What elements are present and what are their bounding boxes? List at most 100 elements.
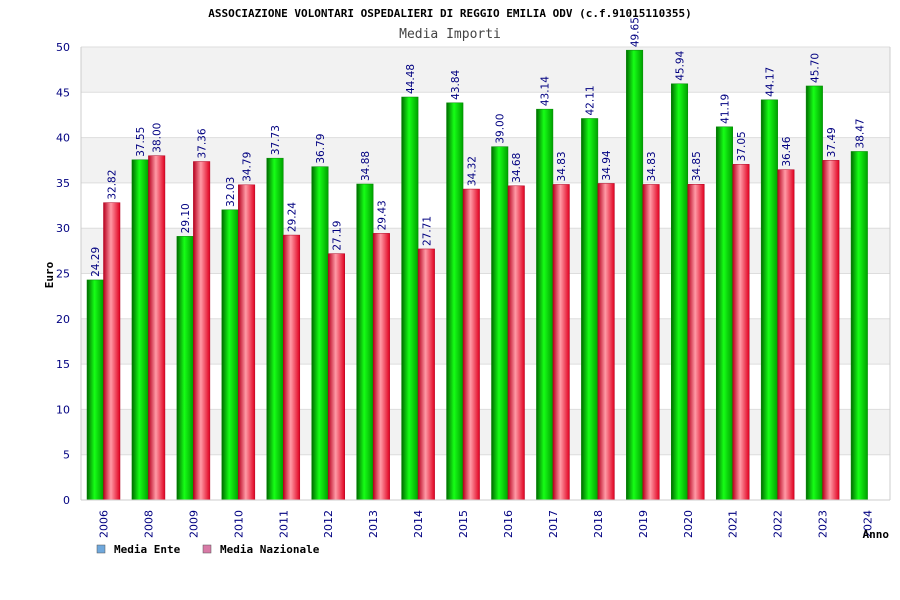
bar-media-ente [356,183,374,501]
bar-media-nazionale [283,234,301,501]
x-tick-label: 2018 [592,510,605,538]
bar-value-label: 34.94 [601,150,613,180]
bar-media-nazionale [238,184,256,501]
bar-media-ente [221,209,239,501]
bar-value-label: 27.19 [331,221,343,251]
x-axis-label: Anno [863,528,890,541]
bar-media-nazionale [552,184,570,501]
bar-media-nazionale [103,202,121,501]
y-tick-label: 35 [56,177,70,190]
bar-value-label: 44.48 [405,64,417,94]
bar-media-ente [581,118,599,501]
bar-value-label: 49.65 [630,17,642,47]
bar-media-ente [536,108,554,501]
plot-band [81,137,890,183]
bar-value-label: 27.71 [421,216,433,246]
plot-band [81,228,890,274]
bar-media-ente [760,99,778,501]
bars-group [86,49,868,501]
bar-value-label: 45.94 [675,50,687,80]
plot-band [81,182,890,229]
bar-media-ente [311,166,329,501]
x-tick-label: 2013 [367,510,380,538]
bar-media-ente [176,236,194,501]
x-tick-label: 2022 [772,510,785,538]
bar-value-label: 34.68 [511,153,523,183]
x-tick-label: 2006 [97,510,110,538]
plot-band [81,454,890,500]
x-tick-label: 2011 [277,510,290,538]
x-tick-label: 2012 [322,510,335,538]
x-tick-label: 2016 [502,510,515,538]
bar-value-label: 36.46 [781,136,793,166]
bar-value-label: 44.17 [764,67,776,97]
bar-media-ente [805,85,823,501]
bar-media-nazionale [732,164,750,501]
plot-band [81,47,890,93]
y-tick-label: 5 [63,449,70,462]
bar-value-label: 37.49 [826,127,838,157]
y-tick-label: 50 [56,41,70,54]
y-tick-label: 20 [56,313,70,326]
bar-value-label: 32.03 [225,177,237,207]
x-tick-label: 2015 [457,510,470,538]
bar-media-ente [446,102,464,501]
bar-media-nazionale [372,233,390,501]
y-axis: 0 5 10 15 20 25 30 35 40 45 50 [56,41,891,507]
plot-band [81,273,890,319]
bar-labels-group: 24.29 32.82 37.55 38.00 29.10 37.36 32.03 34.79… [90,17,866,277]
bar-value-label: 34.85 [691,151,703,181]
bar-value-label: 37.55 [135,127,147,157]
plot-band [81,318,890,365]
bar-value-label: 38.47 [854,118,866,148]
chart-subtitle: Media Importi [399,27,501,42]
bar-value-label: 38.00 [152,123,164,153]
bar-media-nazionale [687,184,705,501]
plot-background-bands [81,47,890,500]
bar-value-label: 37.36 [197,128,209,158]
y-tick-label: 45 [56,86,70,99]
plot-band [81,92,890,138]
bar-media-nazionale [193,161,211,501]
bar-value-label: 37.05 [736,131,748,161]
bar-value-label: 41.19 [719,94,731,124]
bar-media-ente [86,279,104,501]
bar-media-ente [850,151,868,501]
y-tick-label: 40 [56,132,70,145]
legend-label-media-ente: Media Ente [114,543,181,556]
bar-value-label: 42.11 [585,85,597,115]
y-tick-label: 0 [63,494,70,507]
bar-value-label: 34.79 [242,152,254,182]
bar-media-nazionale [777,169,795,501]
bar-value-label: 34.32 [466,156,478,186]
x-tick-label: 2019 [637,510,650,538]
x-tick-label: 2023 [817,510,830,538]
bar-media-nazionale [507,185,525,501]
y-tick-label: 30 [56,222,70,235]
bar-value-label: 29.10 [180,203,192,233]
bar-media-nazionale [822,160,840,501]
bar-media-ente [491,146,509,501]
x-tick-label: 2020 [682,510,695,538]
bar-media-nazionale [642,184,660,501]
bar-value-label: 24.29 [90,247,102,277]
bar-media-nazionale [462,188,480,501]
y-tick-label: 15 [56,358,70,371]
bar-value-label: 34.88 [360,151,372,181]
bar-media-ente [401,96,419,501]
y-tick-label: 25 [56,268,70,281]
bar-value-label: 29.24 [287,202,299,232]
bar-value-label: 34.83 [556,151,568,181]
x-tick-label: 2010 [232,510,245,538]
bar-value-label: 43.14 [540,76,552,106]
chart-title: ASSOCIAZIONE VOLONTARI OSPEDALIERI DI RE… [208,7,691,20]
plot-band [81,409,890,455]
bar-value-label: 29.43 [376,200,388,230]
bar-value-label: 39.00 [495,114,507,144]
legend-swatch-media-ente [96,544,106,554]
x-tick-label: 2017 [547,510,560,538]
legend: Media Ente Media Nazionale [96,543,320,556]
bar-value-label: 43.84 [450,69,462,99]
bar-media-nazionale [327,253,345,501]
